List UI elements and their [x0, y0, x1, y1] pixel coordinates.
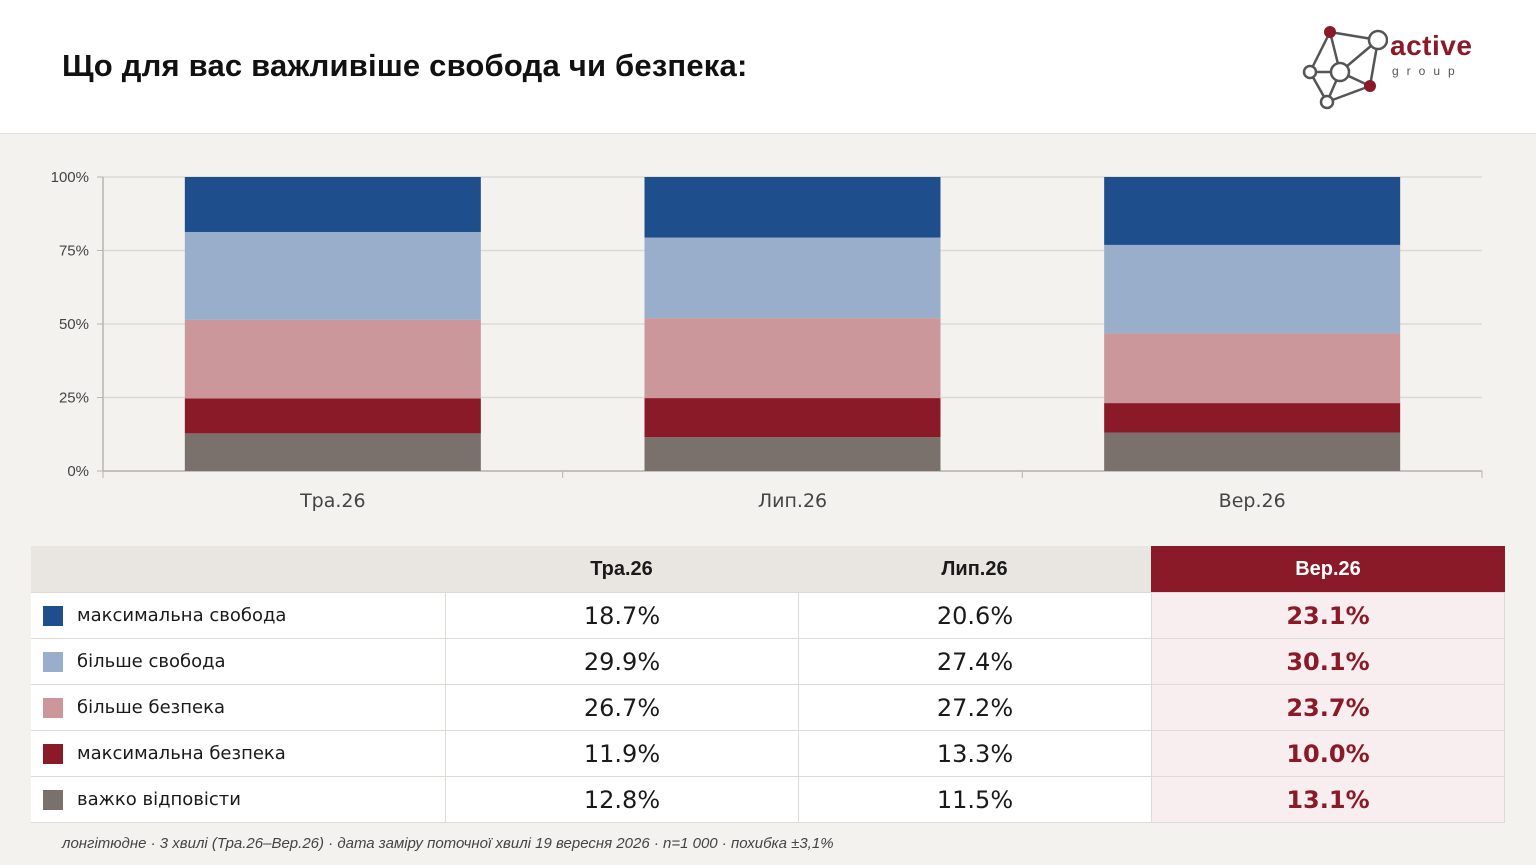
- bar-segment: [184, 177, 481, 232]
- page-title: Що для вас важливіше свобода чи безпека:: [62, 48, 748, 83]
- row-label-cell: більше свобода: [31, 639, 445, 684]
- bar-segment: [644, 237, 941, 319]
- y-tick-label: 25%: [59, 390, 89, 407]
- legend-swatch: [43, 605, 63, 626]
- table-row: максимальна безпека 11.9% 13.3% 10.0%: [31, 730, 1505, 776]
- legend-swatch: [43, 789, 63, 810]
- bar-segment: [644, 177, 941, 238]
- value-cell: 12.8%: [445, 777, 798, 822]
- bar-segment: [644, 398, 941, 438]
- y-tick-label: 0%: [67, 463, 89, 480]
- y-tick-label: 75%: [59, 243, 89, 260]
- row-label-cell: максимальна безпека: [31, 731, 445, 776]
- legend-swatch: [43, 743, 63, 764]
- bar-segment: [184, 319, 481, 399]
- header: Що для вас важливіше свобода чи безпека:: [0, 0, 1536, 134]
- bar-segment: [1104, 432, 1401, 471]
- value-cell: 11.5%: [798, 777, 1151, 822]
- row-label-cell: більше безпека: [31, 685, 445, 730]
- bar-segment: [184, 231, 481, 320]
- value-cell: 13.3%: [798, 731, 1151, 776]
- bar-segment: [1104, 333, 1401, 404]
- value-cell: 18.7%: [445, 593, 798, 638]
- brand-logo: active group: [1298, 20, 1498, 115]
- value-cell: 20.6%: [798, 593, 1151, 638]
- legend-swatch: [43, 651, 63, 672]
- row-label: максимальна свобода: [77, 605, 287, 626]
- value-cell-current: 23.7%: [1151, 685, 1505, 730]
- stacked-bar-chart: 0% 25% 50% 75% 100% Тра.26 Лип.26 Вер.26: [51, 169, 1483, 512]
- value-cell: 11.9%: [445, 731, 798, 776]
- x-category-label: Тра.26: [299, 490, 366, 512]
- value-cell-current: 23.1%: [1151, 593, 1505, 638]
- row-label: більше свобода: [77, 651, 226, 672]
- bar-segment: [644, 318, 941, 399]
- row-label: максимальна безпека: [77, 743, 286, 764]
- bar-segment: [644, 437, 941, 471]
- x-category-label: Вер.26: [1219, 490, 1286, 512]
- value-cell-current: 13.1%: [1151, 777, 1505, 822]
- value-cell: 27.2%: [798, 685, 1151, 730]
- bar-segment: [1104, 244, 1401, 334]
- value-cell-current: 10.0%: [1151, 731, 1505, 776]
- row-label-cell: максимальна свобода: [31, 593, 445, 638]
- table-row: більше безпека 26.7% 27.2% 23.7%: [31, 684, 1505, 730]
- value-cell: 26.7%: [445, 685, 798, 730]
- network-logo-icon: [1302, 26, 1388, 110]
- y-tick-label: 100%: [51, 169, 89, 186]
- table-header-lyp: Лип.26: [941, 557, 1008, 580]
- logo-wordmark: active: [1390, 30, 1473, 61]
- bar-segment: [184, 433, 481, 471]
- row-label: важко відповісти: [77, 789, 241, 810]
- methodology-footnote: лонгітюдне · 3 хвилі (Тра.26–Вер.26) · д…: [62, 835, 834, 852]
- row-label: більше безпека: [77, 697, 225, 718]
- table-header-ver: Вер.26: [1151, 546, 1505, 592]
- table-row: більше свобода 29.9% 27.4% 30.1%: [31, 638, 1505, 684]
- x-category-label: Лип.26: [758, 490, 827, 512]
- bar-segment: [184, 398, 481, 434]
- y-tick-label: 50%: [59, 316, 89, 333]
- table-header-tra: Тра.26: [590, 557, 653, 580]
- legend-swatch: [43, 697, 63, 718]
- bar-segment: [1104, 177, 1401, 245]
- logo-subtitle: group: [1392, 64, 1463, 78]
- table-header-row: Тра.26 Лип.26 Вер.26: [31, 546, 1505, 592]
- bar-segment: [1104, 403, 1401, 433]
- value-cell: 29.9%: [445, 639, 798, 684]
- table-header-empty: [31, 546, 445, 592]
- table-row: максимальна свобода 18.7% 20.6% 23.1%: [31, 592, 1505, 638]
- results-table: Тра.26 Лип.26 Вер.26 максимальна свобода…: [31, 546, 1505, 823]
- row-label-cell: важко відповісти: [31, 777, 445, 822]
- value-cell-current: 30.1%: [1151, 639, 1505, 684]
- value-cell: 27.4%: [798, 639, 1151, 684]
- table-row: важко відповісти 12.8% 11.5% 13.1%: [31, 776, 1505, 822]
